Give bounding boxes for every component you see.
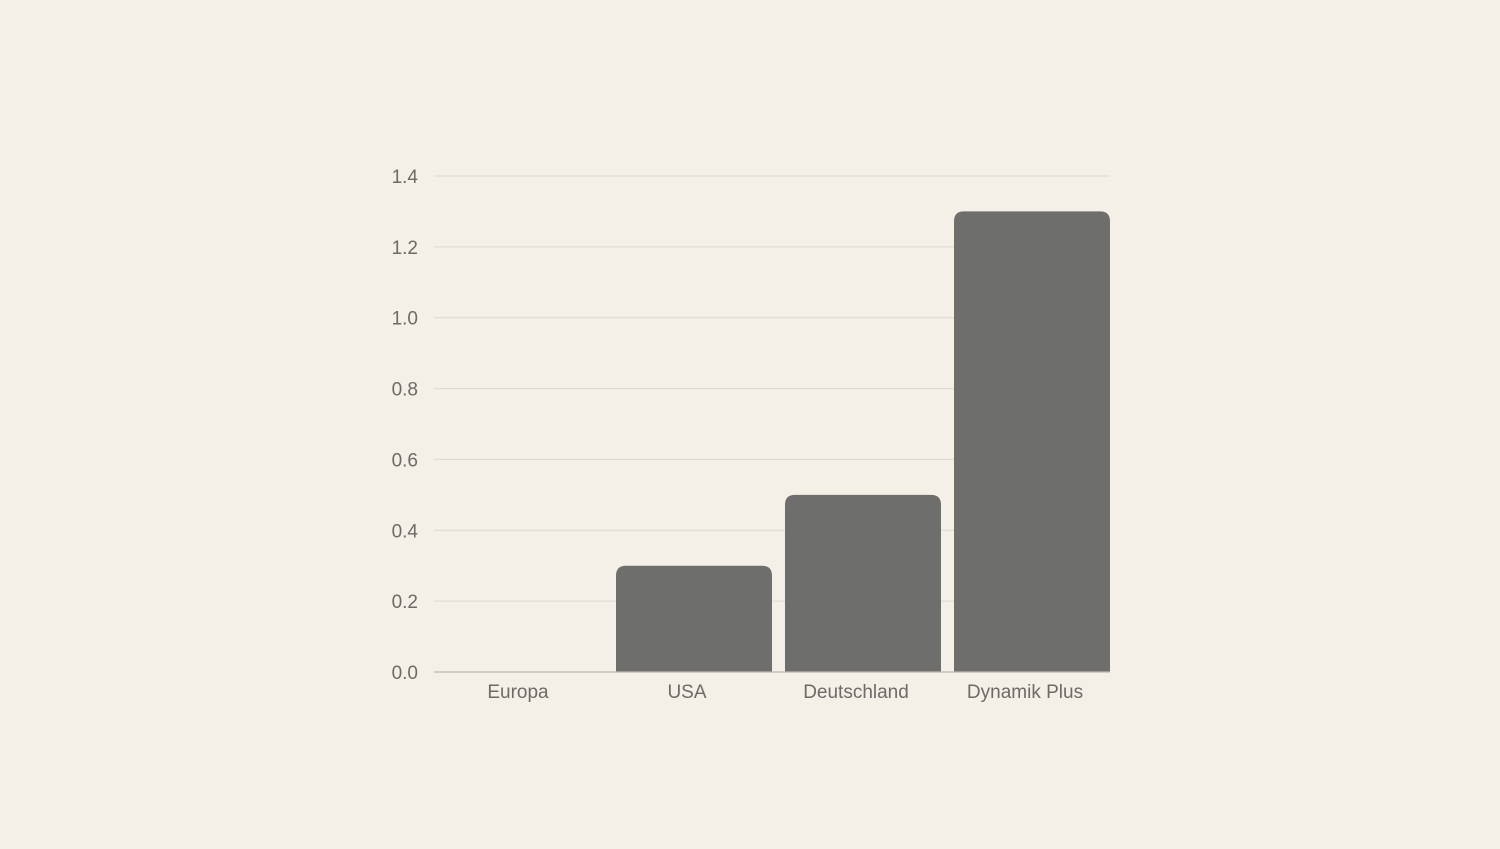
x-tick-label: Europa	[487, 682, 549, 703]
y-tick-label: 0.4	[392, 521, 419, 542]
x-tick-label: Dynamik Plus	[967, 682, 1083, 703]
y-tick-label: 0.6	[392, 450, 418, 471]
bar-dynamik-plus	[954, 211, 1110, 672]
y-tick-label: 0.8	[392, 380, 418, 401]
x-tick-label: Deutschland	[803, 682, 909, 703]
y-tick-label: 1.0	[392, 309, 418, 330]
y-tick-label: 1.2	[392, 238, 418, 259]
y-tick-label: 0.0	[392, 663, 418, 684]
y-tick-label: 0.2	[392, 592, 418, 613]
x-axis-labels: Europa USA Deutschland Dynamik Plus	[487, 682, 1083, 703]
x-tick-label: USA	[667, 682, 706, 703]
bar-usa	[616, 565, 772, 672]
y-axis-ticks: 0.0 0.2 0.4 0.6 0.8 1.0 1.2 1.4	[392, 167, 419, 684]
grid-lines	[434, 175, 1110, 602]
y-tick-label: 1.4	[392, 167, 419, 188]
bar-deutschland	[785, 494, 941, 672]
bars	[616, 211, 1110, 672]
